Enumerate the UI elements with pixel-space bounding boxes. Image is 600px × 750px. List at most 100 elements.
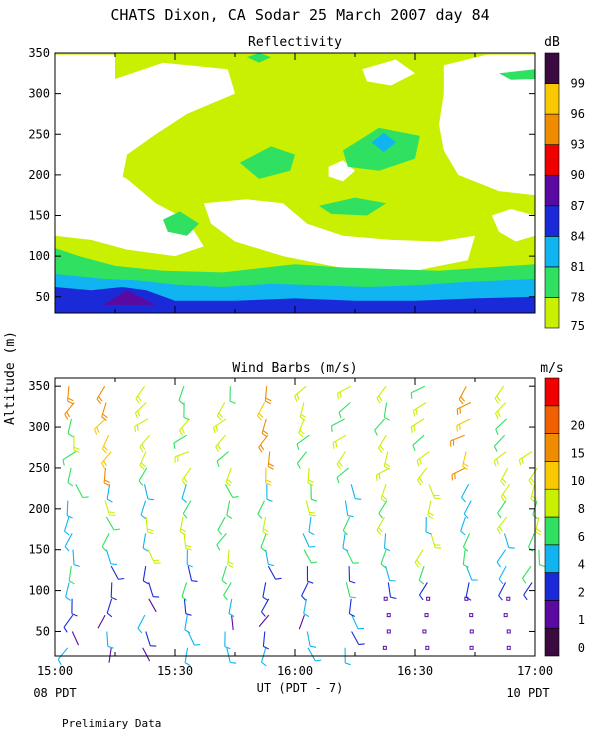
wind-barb-feather — [275, 577, 282, 580]
reflectivity-colorbar-unit: dB — [544, 35, 560, 50]
wind-barb — [465, 565, 473, 581]
wind-barb — [495, 402, 507, 414]
wind-colorbar-swatch — [544, 405, 560, 434]
wind-barb — [173, 434, 187, 444]
wind-barb-feather — [303, 613, 310, 618]
wind-barb-feather — [110, 596, 117, 601]
wind-barb-feather — [496, 561, 502, 568]
reflectivity-colorbar-label: 75 — [571, 319, 585, 333]
wind-barb-feather — [308, 531, 315, 536]
wind-barb-feather — [63, 626, 68, 633]
wind-barb — [419, 582, 428, 596]
wind-barb-feather — [498, 578, 504, 585]
wind-barb-feather — [498, 526, 503, 532]
wind-barb — [143, 484, 149, 500]
wind-barb — [226, 647, 231, 663]
wind-barb-feather — [413, 425, 416, 432]
wind-barb — [342, 516, 351, 531]
wind-barb — [182, 500, 192, 514]
wind-barb-feather — [267, 466, 274, 470]
wind-barb-feather — [216, 415, 222, 421]
wind-barb-feather — [298, 432, 304, 438]
x-axis-label: UT (PDT - 7) — [257, 681, 344, 695]
wind-barb-feather — [496, 395, 501, 402]
wind-barb-feather — [67, 397, 74, 402]
wind-barb-feather — [414, 562, 420, 568]
wind-barb-feather — [64, 530, 70, 536]
wind-barb — [493, 451, 507, 462]
wind-barb-feather — [179, 430, 183, 436]
wind-barb — [413, 402, 427, 411]
reflectivity-y-tick-label: 300 — [28, 87, 50, 101]
wind-barb-feather — [181, 498, 188, 503]
wind-barb-feather — [64, 413, 69, 420]
wind-barb — [522, 565, 532, 579]
wind-barb — [139, 434, 151, 447]
wind-barb — [296, 451, 308, 464]
wind-barb-feather — [352, 562, 359, 564]
wind-barb-feather — [531, 495, 537, 500]
wind-barb — [527, 533, 535, 548]
wind-barb-feather — [106, 612, 113, 618]
wind-barb-feather — [73, 564, 80, 567]
wind-y-tick-label: 50 — [36, 624, 50, 638]
wind-barb-feather — [232, 496, 239, 498]
wind-barb — [257, 500, 265, 515]
wind-barb — [106, 484, 111, 500]
wind-barb-feather — [338, 461, 343, 467]
wind-barb-feather — [498, 595, 503, 601]
wind-barb — [460, 516, 466, 532]
wind-barb — [135, 402, 147, 414]
wind-barb-feather — [226, 514, 233, 519]
wind-calm-marker — [422, 629, 427, 634]
wind-barb-feather — [315, 659, 322, 662]
wind-barb-feather — [103, 482, 110, 486]
wind-barb-feather — [106, 498, 113, 503]
wind-barb — [493, 434, 506, 447]
wind-colorbar-swatch — [544, 488, 560, 518]
wind-calm-marker — [469, 613, 474, 618]
wind-barb-feather — [299, 429, 305, 435]
wind-barb-feather — [230, 661, 237, 664]
wind-barb — [67, 467, 72, 483]
wind-panel-title: Wind Barbs (m/s) — [232, 361, 357, 376]
wind-calm-marker — [424, 613, 429, 618]
wind-barb — [461, 484, 470, 498]
wind-barb — [108, 647, 112, 663]
wind-barb-feather — [134, 412, 139, 419]
wind-barb — [538, 549, 540, 565]
wind-barb-feather — [384, 462, 391, 468]
wind-colorbar-label: 6 — [578, 530, 585, 544]
reflectivity-colorbar-swatch — [544, 266, 560, 298]
wind-calm-marker — [425, 645, 430, 650]
wind-barb — [257, 402, 266, 416]
reflectivity-contour-10 — [163, 211, 199, 236]
wind-barb-feather — [227, 561, 234, 565]
wind-barb — [296, 434, 310, 445]
wind-barb-feather — [462, 462, 469, 468]
reflectivity-colorbar-swatch — [544, 83, 560, 115]
wind-calm-marker — [469, 629, 474, 634]
wind-barb-feather — [307, 482, 314, 486]
wind-barb — [348, 598, 352, 614]
wind-calm-marker — [383, 596, 388, 601]
wind-barb — [301, 582, 309, 597]
wind-barb-feather — [261, 432, 268, 438]
wind-barb-feather — [374, 429, 378, 436]
wind-barb-feather — [142, 547, 149, 552]
wind-barb-feather — [530, 477, 535, 484]
wind-barb — [148, 598, 157, 613]
wind-barb — [265, 549, 269, 565]
reflectivity-colorbar-swatch — [544, 236, 560, 268]
wind-barb-feather — [501, 478, 507, 484]
wind-barb — [57, 647, 69, 660]
wind-colorbar-swatch — [544, 461, 560, 490]
wind-barb-feather — [299, 416, 306, 421]
wind-barb-feather — [376, 529, 382, 535]
wind-calm-marker — [503, 613, 508, 618]
wind-barb — [147, 549, 156, 564]
wind-barb — [217, 516, 226, 531]
wind-barb — [67, 418, 72, 434]
wind-barb — [137, 614, 146, 629]
wind-barb — [187, 631, 195, 646]
